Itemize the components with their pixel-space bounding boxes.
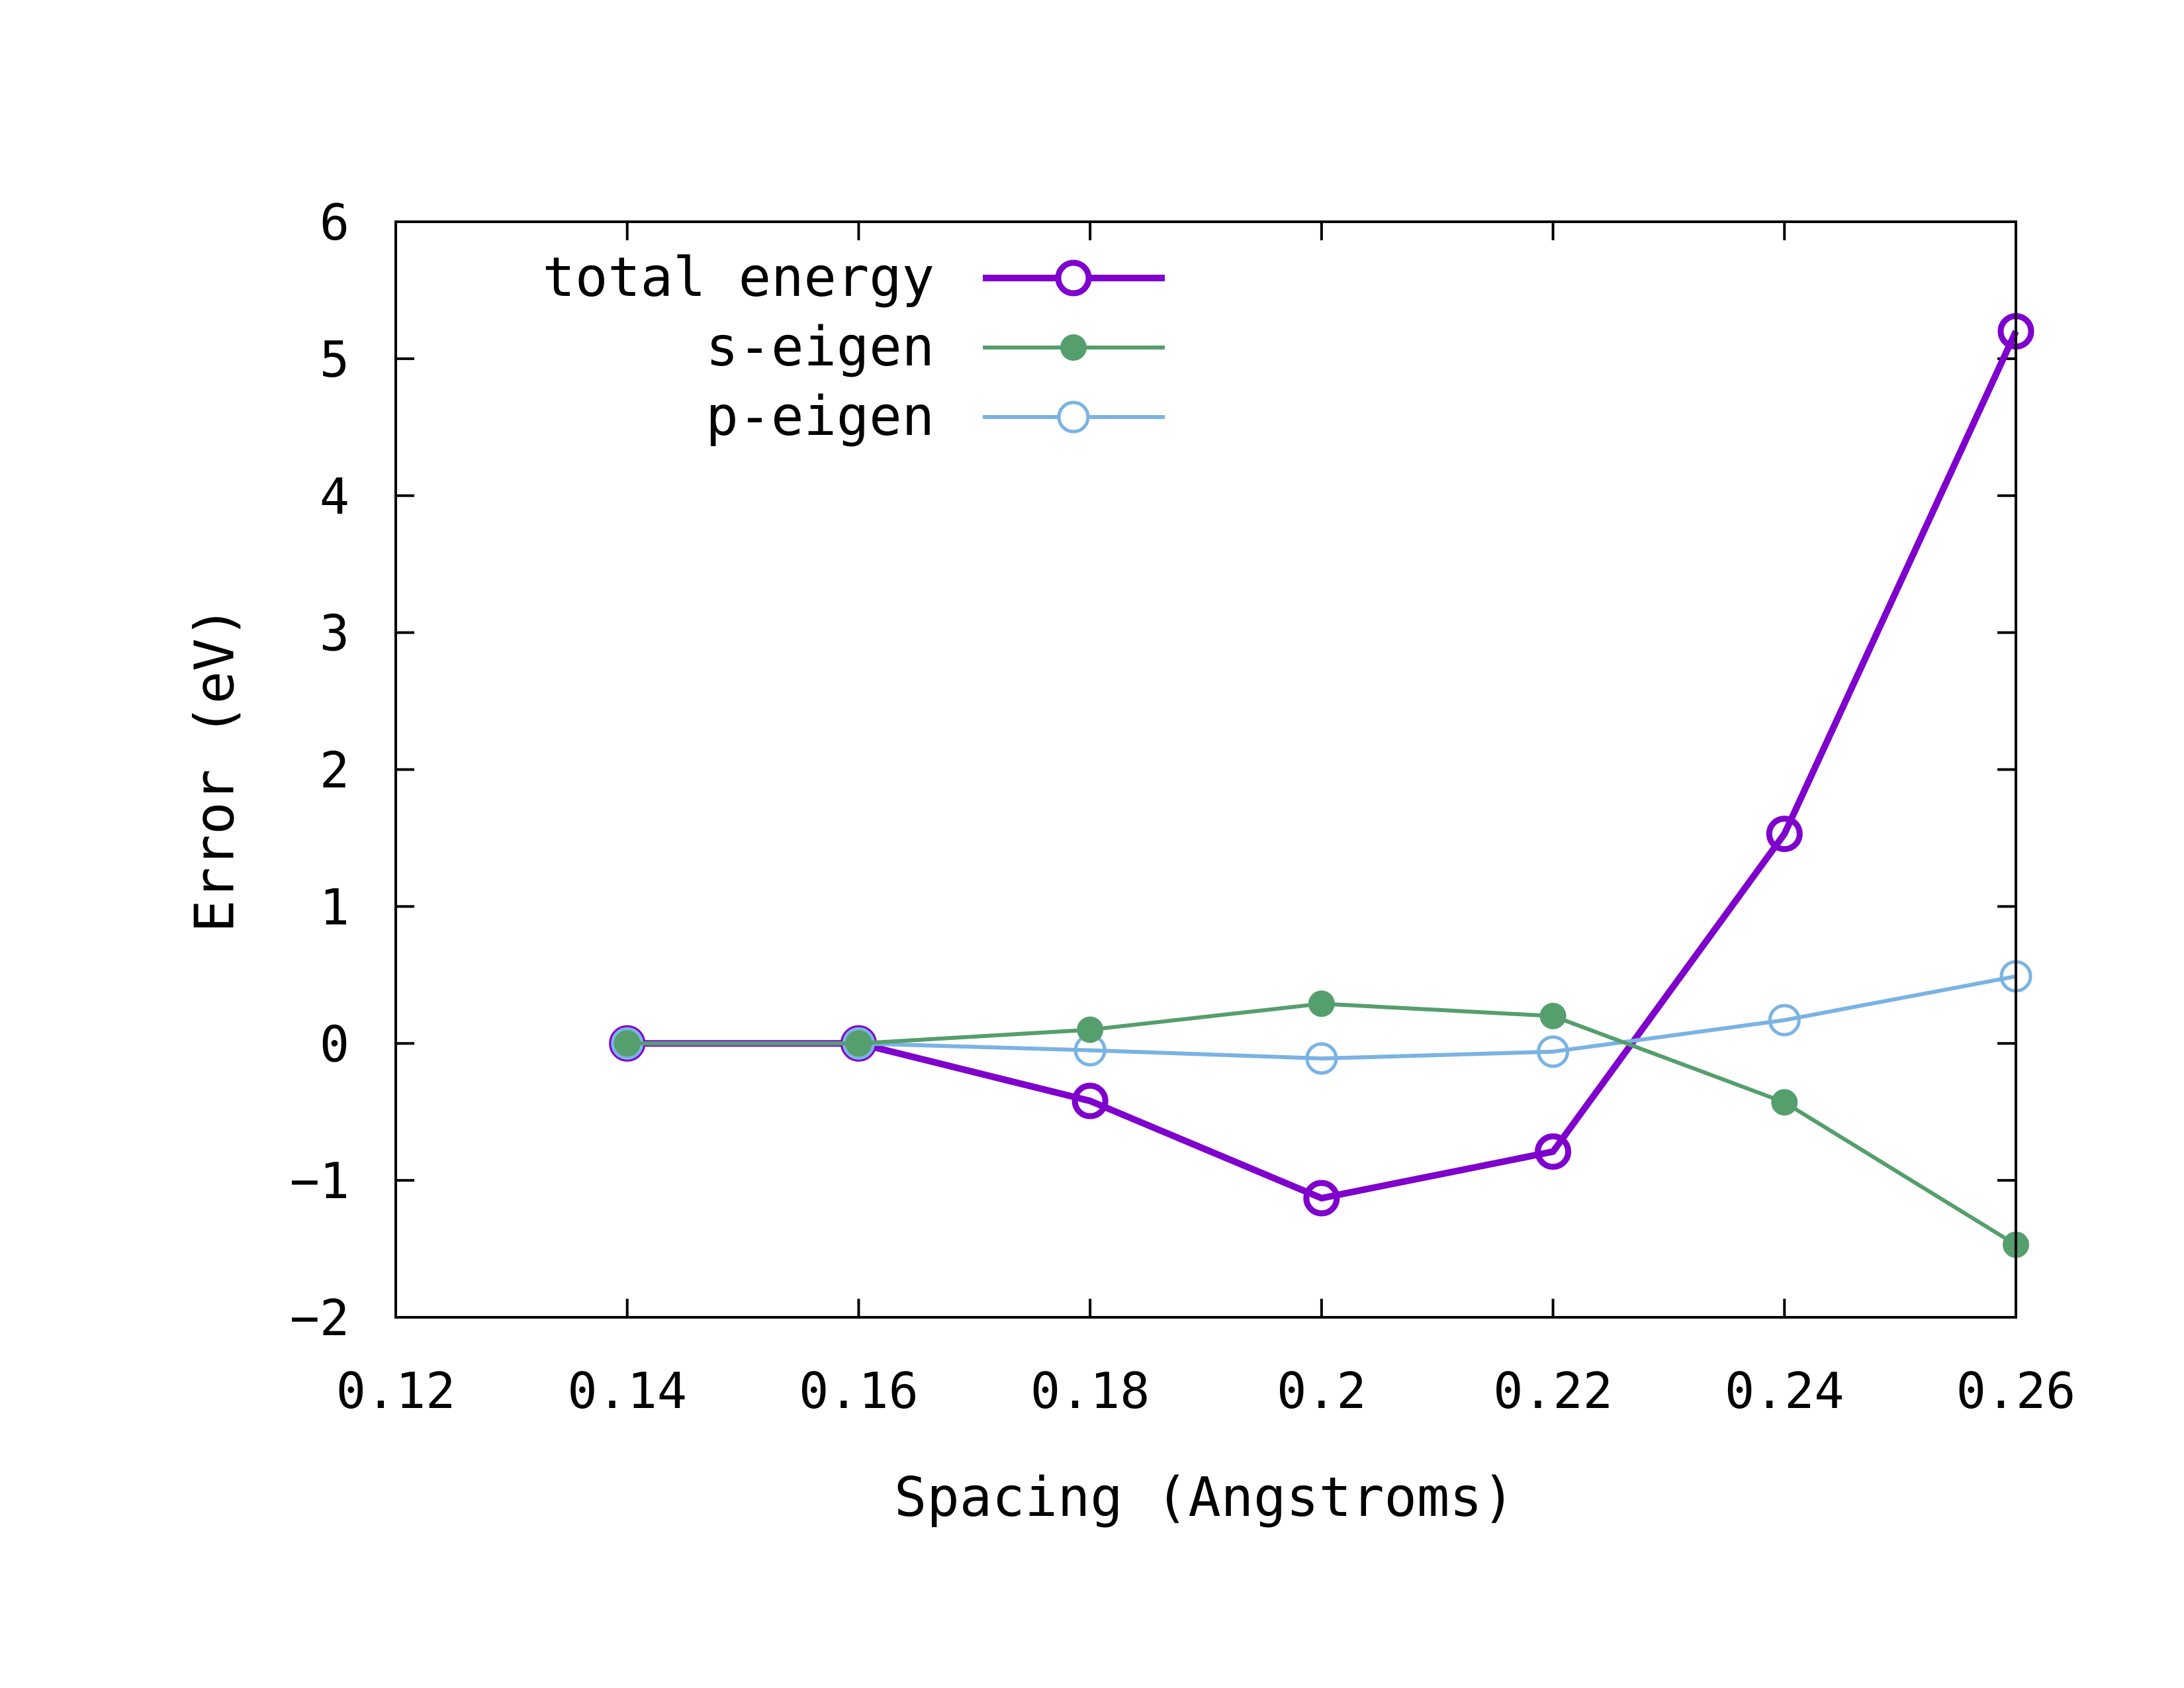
data-point xyxy=(614,1030,641,1057)
data-point xyxy=(1768,1004,1801,1037)
data-point xyxy=(1539,1002,1567,1029)
y-tick-label: −1 xyxy=(290,1152,349,1210)
x-tick-label: 0.12 xyxy=(336,1362,456,1420)
data-point xyxy=(1766,816,1803,853)
y-tick-label: 2 xyxy=(320,741,349,800)
data-point xyxy=(1071,1082,1109,1119)
data-point xyxy=(1537,1035,1570,1068)
data-point xyxy=(1303,1180,1340,1217)
y-tick-label: 5 xyxy=(320,330,349,389)
y-tick-label: 1 xyxy=(320,878,349,936)
data-point xyxy=(1305,1042,1338,1075)
x-tick-label: 0.26 xyxy=(1956,1362,2076,1420)
x-tick-label: 0.24 xyxy=(1725,1362,1844,1420)
x-tick-label: 0.16 xyxy=(799,1362,919,1420)
x-axis-title: Spacing (Angstroms) xyxy=(894,1466,1515,1529)
y-tick-label: 3 xyxy=(320,604,349,663)
legend-label: s-eigen xyxy=(705,316,934,379)
legend-marker xyxy=(1060,334,1087,361)
legend-label: total energy xyxy=(543,246,934,309)
x-tick-label: 0.14 xyxy=(567,1362,687,1420)
y-tick-label: 4 xyxy=(320,467,349,526)
data-point xyxy=(1077,1016,1104,1043)
x-tick-label: 0.18 xyxy=(1030,1362,1150,1420)
data-point xyxy=(845,1030,872,1057)
tick-labels: 0.12 0.14 0.16 0.18 0.2 0.22 0.24 0.26 −2 −1 0 1 2 3 4… xyxy=(290,193,2076,1420)
x-tick-label: 0.2 xyxy=(1277,1362,1366,1420)
data-point xyxy=(1308,990,1335,1017)
legend-entry: total energy xyxy=(543,246,1165,309)
data-point xyxy=(1535,1133,1572,1170)
x-tick-label: 0.22 xyxy=(1493,1362,1613,1420)
legend-entry: p-eigen xyxy=(705,385,1165,448)
data-point xyxy=(1771,1089,1798,1116)
y-axis-title: Error (eV) xyxy=(183,606,246,933)
series-layer xyxy=(609,313,2034,1258)
series-s-eigen xyxy=(614,990,2029,1258)
plot-frame xyxy=(394,220,2017,1319)
legend-label: p-eigen xyxy=(705,385,934,448)
legend-entry: s-eigen xyxy=(705,316,1165,379)
y-tick-label: −2 xyxy=(290,1289,349,1347)
legend-marker xyxy=(1057,400,1090,434)
y-tick-label: 6 xyxy=(320,193,349,252)
y-tick-label: 0 xyxy=(320,1015,349,1073)
legend-marker xyxy=(1055,259,1092,297)
